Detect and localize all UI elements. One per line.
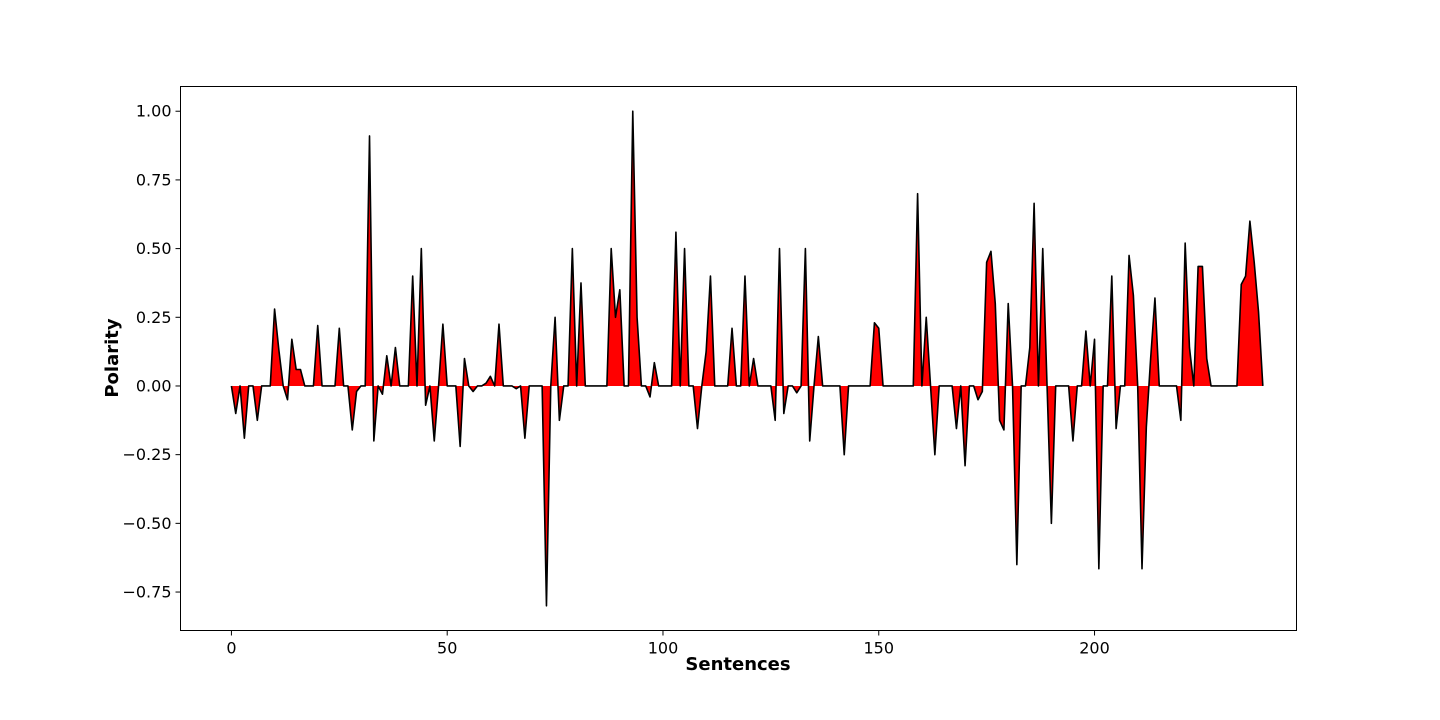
- y-tick-label: 0.75: [136, 170, 172, 189]
- x-axis-label: Sentences: [685, 654, 790, 675]
- y-tick-label: −0.75: [122, 583, 171, 602]
- y-tick-label: −0.25: [122, 445, 171, 464]
- axis-ticks: 0 50 100 150 200 −0.75 −0.50 −0.25 0.00 0.25 0.50 0…: [122, 102, 1109, 658]
- x-tick-label: 50: [437, 639, 457, 658]
- y-tick-label: 0.25: [136, 308, 172, 327]
- x-tick-label: 0: [226, 639, 236, 658]
- x-tick-label: 150: [863, 639, 894, 658]
- y-tick-label: −0.50: [122, 514, 171, 533]
- series-0-line: [230, 110, 1264, 607]
- plot-area: [230, 110, 1264, 607]
- axes-frame: [180, 86, 1297, 631]
- y-tick-label: 1.00: [136, 102, 172, 121]
- y-axis-label: Polarity: [102, 318, 123, 398]
- y-tick-label: 0.00: [136, 376, 172, 395]
- x-tick-label: 100: [648, 639, 679, 658]
- x-tick-label: 200: [1079, 639, 1110, 658]
- series-0-fill: [231, 111, 1263, 606]
- y-tick-label: 0.50: [136, 239, 172, 258]
